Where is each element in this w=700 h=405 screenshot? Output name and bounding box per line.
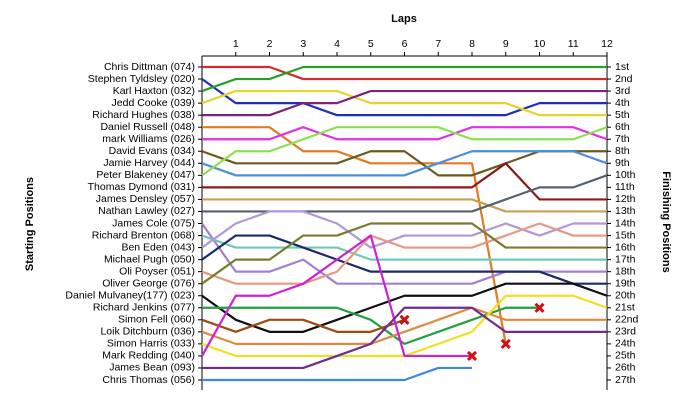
x-tick-label: 6: [402, 38, 408, 50]
starting-label: Oliver George (076): [102, 277, 195, 289]
starting-label: Thomas Dymond (031): [88, 181, 195, 193]
starting-label: Daniel Russell (048): [100, 121, 195, 133]
starting-label: Stephen Tyldsley (020): [88, 73, 195, 85]
starting-label: Mark Redding (040): [102, 350, 195, 362]
starting-label: Richard Hughes (038): [92, 109, 195, 121]
y2-tick-label: 24th: [615, 338, 636, 350]
position-line: [201, 222, 607, 285]
y2-tick-label: 7th: [615, 133, 630, 145]
position-line: [201, 234, 607, 285]
position-line: [201, 318, 405, 333]
retired-marker: [500, 338, 511, 349]
x-tick-label: 4: [334, 38, 340, 50]
position-line: [202, 306, 607, 370]
chart-title: Laps: [391, 13, 417, 25]
position-line: [201, 306, 607, 345]
starting-label: Daniel Mulvaney(177) (023): [65, 290, 195, 302]
position-line: [201, 89, 607, 117]
position-line: [201, 78, 607, 117]
position-line: [201, 234, 472, 358]
position-line: [202, 366, 472, 382]
starting-label: Karl Haxton (032): [113, 85, 195, 97]
y2-tick-label: 21st: [615, 302, 635, 314]
x-tick-label: 2: [267, 38, 273, 50]
retired-marker: [399, 314, 410, 325]
y2-tick-label: 12th: [615, 193, 636, 205]
y2-tick-label: 1st: [615, 61, 629, 73]
y2-tick-label: 22nd: [615, 314, 639, 326]
position-line: [202, 65, 607, 81]
starting-label: Ben Eden (043): [121, 241, 195, 253]
position-line: [201, 126, 608, 177]
y2-tick-label: 26th: [615, 362, 636, 374]
y2-tick-label: 19th: [615, 277, 636, 289]
position-line: [201, 150, 608, 177]
y2-tick-label: 10th: [615, 169, 636, 181]
position-line: [201, 282, 608, 333]
x-tick-label: 8: [469, 38, 475, 50]
starting-label: Simon Fell (060): [118, 314, 195, 326]
y2-tick-label: 4th: [615, 97, 630, 109]
y2-tick-label: 27th: [615, 374, 636, 386]
starting-label: James Bean (093): [109, 362, 195, 374]
starting-label: Chris Thomas (056): [102, 374, 195, 386]
starting-label: Richard Brenton (068): [92, 229, 195, 241]
y-axis-label: Starting Positions: [24, 177, 36, 271]
starting-label: Chris Dittman (074): [104, 61, 195, 73]
y2-tick-label: 15th: [615, 229, 636, 241]
y2-tick-label: 20th: [615, 290, 636, 302]
y2-tick-label: 11th: [615, 181, 635, 193]
y2-tick-label: 13th: [615, 205, 636, 217]
starting-label: Nathan Lawley (027): [98, 205, 195, 217]
y2-tick-label: 16th: [615, 241, 636, 253]
x-tick-label: 10: [534, 38, 546, 50]
y2-tick-label: 3rd: [615, 85, 630, 97]
position-line: [202, 89, 607, 117]
starting-label: James Densley (057): [96, 193, 195, 205]
position-line: [201, 65, 607, 93]
starting-label: Loik Ditchburn (036): [100, 326, 195, 338]
y2-tick-label: 9th: [615, 157, 630, 169]
starting-label: Michael Pugh (050): [104, 253, 195, 265]
starting-label: James Cole (075): [112, 217, 195, 229]
y2-tick-label: 23rd: [615, 326, 636, 338]
x-tick-label: 3: [300, 38, 306, 50]
starting-label: Simon Harris (033): [107, 338, 195, 350]
x-tick-label: 9: [503, 38, 509, 50]
y2-tick-label: 14th: [615, 217, 636, 229]
x-tick-label: 5: [368, 38, 374, 50]
starting-label: Peter Blakeney (047): [96, 169, 195, 181]
y2-tick-label: 17th: [615, 253, 636, 265]
y2-axis-label: Finishing Positions: [660, 171, 672, 272]
starting-label: David Evans (034): [109, 145, 195, 157]
y2-tick-label: 5th: [615, 109, 630, 121]
x-tick-label: 7: [435, 38, 441, 50]
position-line: [201, 210, 607, 249]
starting-label: Richard Jenkins (077): [93, 302, 195, 314]
starting-label: mark Williams (026): [102, 133, 195, 145]
position-line: [201, 222, 607, 285]
position-line: [201, 234, 607, 261]
position-line: [202, 198, 607, 213]
position-line: [202, 126, 608, 141]
y2-tick-label: 18th: [615, 265, 636, 277]
y2-tick-label: 2nd: [615, 73, 633, 85]
position-line: [202, 162, 607, 201]
x-tick-label: 12: [601, 38, 613, 50]
starting-label: Oli Poyser (051): [119, 265, 195, 277]
starting-label: Jedd Cooke (039): [112, 97, 195, 109]
retired-marker: [534, 302, 545, 313]
y2-tick-label: 6th: [615, 121, 630, 133]
retired-marker: [466, 350, 478, 361]
y2-tick-label: 8th: [615, 145, 630, 157]
y2-tick-label: 25th: [615, 350, 636, 362]
x-tick-label: 1: [233, 38, 239, 50]
x-tick-label: 11: [568, 38, 579, 50]
starting-label: Jamie Harvey (044): [103, 157, 195, 169]
